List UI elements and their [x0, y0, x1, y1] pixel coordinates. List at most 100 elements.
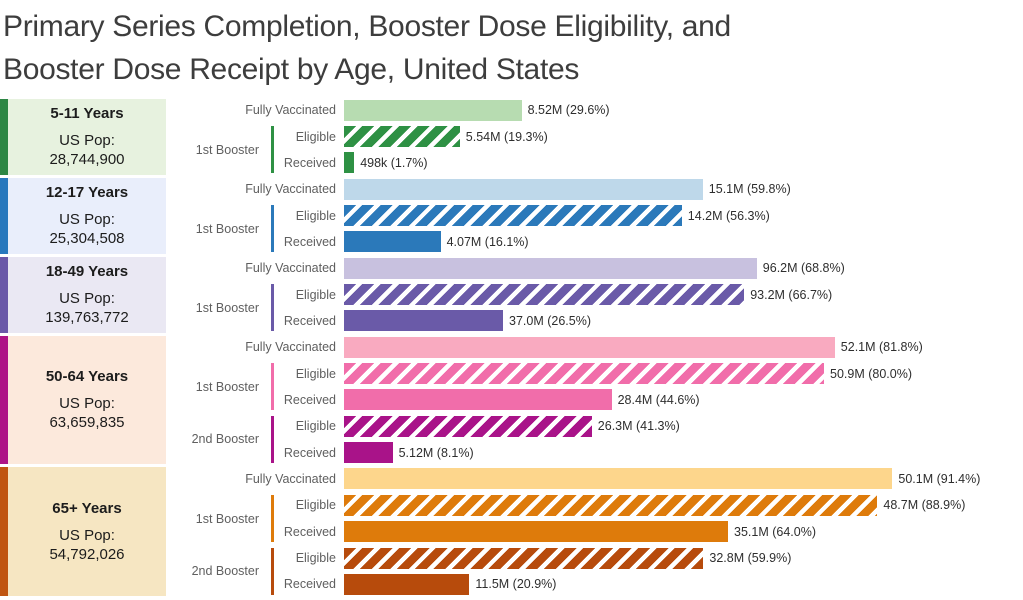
- us-pop-label: US Pop:: [59, 395, 115, 413]
- age-label: 50-64 Years: [45, 368, 129, 386]
- booster-received-bar[interactable]: [344, 231, 441, 253]
- booster-received-bar-zone: 35.1M (64.0%): [344, 519, 1023, 545]
- booster-eligible-bar[interactable]: [344, 284, 745, 306]
- booster-rows: Eligible 5.54M (19.3%) Received 498k (1.7%): [274, 123, 1023, 176]
- fully-vaccinated-label: Fully Vaccinated: [245, 182, 336, 197]
- fully-vaccinated-value: 15.1M (59.8%): [708, 182, 791, 197]
- age-block-text: 50-64 Years US Pop: 63,659,835: [8, 336, 166, 465]
- booster-eligible-row: Eligible 5.54M (19.3%): [274, 123, 1023, 149]
- booster-eligible-bar[interactable]: [344, 494, 878, 516]
- us-pop-label: US Pop:: [59, 211, 115, 229]
- fully-vaccinated-bar-zone: 8.52M (29.6%): [344, 97, 1023, 123]
- booster-eligible-bar[interactable]: [344, 547, 704, 569]
- booster-eligible-label: Eligible: [295, 208, 336, 223]
- booster-eligible-row: Eligible 26.3M (41.3%): [274, 413, 1023, 439]
- fully-vaccinated-value: 50.1M (91.4%): [898, 471, 981, 486]
- age-block-stripe: [0, 177, 8, 254]
- bar-chart: 5-11 Years US Pop: 28,744,900 Fully Vaccina…: [0, 97, 1023, 598]
- booster-rows: Eligible 26.3M (41.3%) Received 5.12M (8.1%…: [274, 413, 1023, 466]
- booster-rows: Eligible 48.7M (88.9%) Received 35.1M (64.0…: [274, 492, 1023, 545]
- booster-eligible-row: Eligible 93.2M (66.7%): [274, 281, 1023, 307]
- population-value: 54,792,026: [49, 546, 125, 564]
- booster-name: 2nd Booster: [191, 432, 259, 447]
- us-pop-label: US Pop:: [59, 290, 115, 308]
- booster-eligible-bar-zone: 93.2M (66.7%): [344, 281, 1023, 307]
- booster-vline: [271, 205, 274, 253]
- booster-received-bar[interactable]: [344, 442, 393, 464]
- fully-vaccinated-value: 52.1M (81.8%): [840, 340, 923, 355]
- booster-eligible-label: Eligible: [295, 129, 336, 144]
- booster-rows: Eligible 32.8M (59.9%) Received 11.5M (20.9…: [274, 545, 1023, 598]
- fully-vaccinated-row: Fully Vaccinated 52.1M (81.8%): [166, 334, 1023, 360]
- booster-block: 1st Booster Eligible 93.2M (66.7%) Received…: [166, 281, 1023, 334]
- booster-eligible-bar-zone: 26.3M (41.3%): [344, 413, 1023, 439]
- booster-received-row: Received 498k (1.7%): [274, 150, 1023, 176]
- booster-received-row: Received 35.1M (64.0%): [274, 519, 1023, 545]
- booster-eligible-row: Eligible 14.2M (56.3%): [274, 202, 1023, 228]
- booster-received-bar-zone: 5.12M (8.1%): [344, 439, 1023, 465]
- booster-received-bar-zone: 11.5M (20.9%): [344, 571, 1023, 597]
- age-block-stripe: [0, 98, 8, 175]
- booster-received-bar[interactable]: [344, 521, 728, 543]
- booster-received-bar[interactable]: [344, 573, 470, 595]
- booster-eligible-bar-zone: 5.54M (19.3%): [344, 123, 1023, 149]
- booster-eligible-bar-zone: 14.2M (56.3%): [344, 202, 1023, 228]
- chart-title-line2: Booster Dose Receipt by Age, United Stat…: [3, 53, 580, 86]
- booster-eligible-value: 50.9M (80.0%): [830, 366, 912, 381]
- booster-name: 1st Booster: [195, 221, 259, 236]
- booster-block: 2nd Booster Eligible 32.8M (59.9%) Received…: [166, 545, 1023, 598]
- group-rows: Fully Vaccinated 52.1M (81.8%) 1st Booster…: [166, 334, 1023, 466]
- booster-received-bar[interactable]: [344, 310, 503, 332]
- booster-received-bar-zone: 4.07M (16.1%): [344, 229, 1023, 255]
- booster-received-value: 498k (1.7%): [360, 155, 428, 170]
- booster-received-bar-zone: 37.0M (26.5%): [344, 308, 1023, 334]
- booster-eligible-bar-zone: 48.7M (88.9%): [344, 492, 1023, 518]
- chart-title-line1: Primary Series Completion, Booster Dose …: [3, 10, 731, 43]
- fully-vaccinated-bar[interactable]: [344, 336, 835, 358]
- age-block: 5-11 Years US Pop: 28,744,900: [0, 98, 166, 175]
- population-value: 139,763,772: [45, 309, 129, 327]
- booster-eligible-label: Eligible: [295, 551, 336, 566]
- fully-vaccinated-value: 8.52M (29.6%): [527, 103, 610, 118]
- fully-vaccinated-bar[interactable]: [344, 99, 522, 121]
- booster-eligible-bar-zone: 50.9M (80.0%): [344, 360, 1023, 386]
- booster-eligible-bar[interactable]: [344, 205, 682, 227]
- booster-eligible-row: Eligible 48.7M (88.9%): [274, 492, 1023, 518]
- booster-name: 1st Booster: [195, 511, 259, 526]
- booster-received-row: Received 28.4M (44.6%): [274, 387, 1023, 413]
- booster-vline: [271, 126, 274, 174]
- booster-received-value: 35.1M (64.0%): [734, 524, 816, 539]
- booster-name: 1st Booster: [195, 300, 259, 315]
- group-rows: Fully Vaccinated 96.2M (68.8%) 1st Booster…: [166, 255, 1023, 334]
- booster-received-value: 5.12M (8.1%): [398, 445, 474, 460]
- fully-vaccinated-bar-zone: 96.2M (68.8%): [344, 255, 1023, 281]
- booster-received-bar-zone: 498k (1.7%): [344, 150, 1023, 176]
- booster-eligible-bar[interactable]: [344, 415, 592, 437]
- booster-block: 1st Booster Eligible 50.9M (80.0%) Received…: [166, 360, 1023, 413]
- booster-received-bar[interactable]: [344, 389, 612, 411]
- age-group: 18-49 Years US Pop: 139,763,772 Fully Vacci…: [0, 255, 1023, 334]
- age-block-text: 5-11 Years US Pop: 28,744,900: [8, 99, 166, 175]
- age-block: 65+ Years US Pop: 54,792,026: [0, 467, 166, 597]
- fully-vaccinated-bar[interactable]: [344, 178, 703, 200]
- booster-received-value: 37.0M (26.5%): [509, 313, 591, 328]
- group-rows: Fully Vaccinated 50.1M (91.4%) 1st Booster…: [166, 466, 1023, 598]
- booster-received-label: Received: [283, 524, 336, 539]
- booster-block: 1st Booster Eligible 14.2M (56.3%) Received…: [166, 202, 1023, 255]
- fully-vaccinated-bar[interactable]: [344, 257, 757, 279]
- fully-vaccinated-bar[interactable]: [344, 468, 893, 490]
- fully-vaccinated-label: Fully Vaccinated: [245, 340, 336, 355]
- booster-received-label: Received: [283, 445, 336, 460]
- booster-eligible-bar[interactable]: [344, 363, 824, 385]
- booster-received-bar[interactable]: [344, 152, 355, 174]
- age-label: 5-11 Years: [50, 105, 124, 123]
- fully-vaccinated-label: Fully Vaccinated: [245, 471, 336, 486]
- booster-eligible-bar[interactable]: [344, 126, 460, 148]
- booster-received-bar-zone: 28.4M (44.6%): [344, 387, 1023, 413]
- fully-vaccinated-row: Fully Vaccinated 50.1M (91.4%): [166, 466, 1023, 492]
- us-pop-label: US Pop:: [59, 527, 115, 545]
- group-rows: Fully Vaccinated 8.52M (29.6%) 1st Booster…: [166, 97, 1023, 176]
- age-block: 12-17 Years US Pop: 25,304,508: [0, 177, 166, 254]
- booster-eligible-value: 93.2M (66.7%): [750, 287, 833, 302]
